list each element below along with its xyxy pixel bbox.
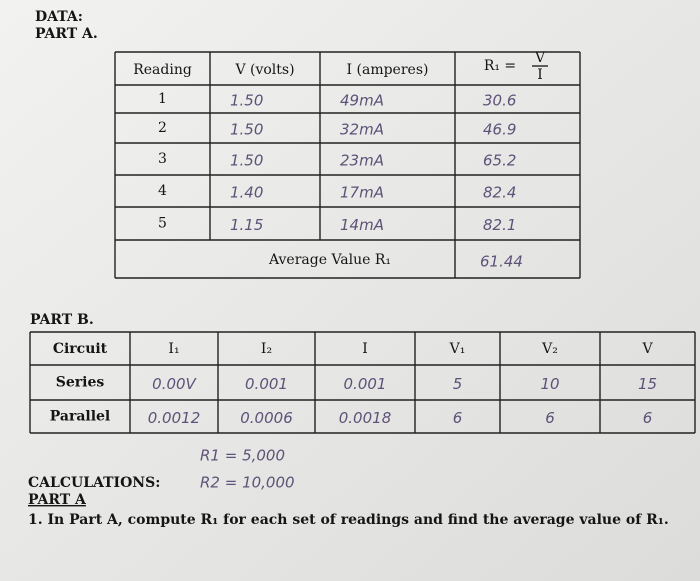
handwritten-value: 5 (453, 375, 463, 393)
handwritten-note: R1 = 5,000 (200, 447, 285, 465)
average-label: Average Value R₁ (268, 252, 391, 268)
handwritten-value: 6 (453, 409, 463, 427)
reading-number: 3 (158, 151, 167, 167)
handwritten-value: 23mA (340, 152, 384, 170)
handwritten-value: 0.001 (344, 375, 387, 393)
column-header: V (641, 341, 653, 357)
handwritten-value: 0.0018 (339, 409, 392, 427)
handwritten-value: 65.2 (483, 152, 516, 170)
column-header: Circuit (53, 341, 108, 357)
reading-number: 4 (158, 183, 167, 199)
handwritten-value: 1.15 (230, 216, 263, 234)
heading: PART A. (35, 26, 98, 42)
handwritten-value: 1.50 (230, 152, 263, 170)
handwritten-value: 0.001 (245, 375, 288, 393)
handwritten-value: 14mA (340, 216, 384, 234)
handwritten-value: 82.1 (483, 216, 516, 234)
handwritten-value: 1.40 (230, 184, 263, 202)
column-header: I (362, 341, 368, 357)
column-header: I₁ (168, 341, 179, 357)
handwritten-value: 1.50 (230, 121, 263, 139)
handwritten-value: 82.4 (483, 184, 516, 202)
column-header: I (amperes) (347, 62, 429, 78)
row-label: Series (56, 375, 105, 391)
handwritten-value: 6 (643, 409, 653, 427)
reading-number: 1 (158, 91, 167, 107)
column-header: Reading (133, 62, 192, 78)
column-header: V (volts) (234, 62, 294, 78)
column-header: V₁ (449, 341, 466, 357)
column-header: I (537, 67, 543, 83)
handwritten-value: 0.0006 (240, 409, 293, 427)
handwritten-value: 32mA (340, 121, 384, 139)
handwritten-value: 1.50 (230, 92, 263, 110)
handwritten-value: 0.00V (152, 375, 197, 393)
column-header: V (534, 50, 546, 66)
handwritten-value: 10 (540, 375, 559, 393)
heading: PART B. (30, 312, 94, 328)
handwritten-value: 30.6 (483, 92, 516, 110)
row-label: Parallel (50, 409, 111, 425)
heading: DATA: (35, 9, 83, 25)
column-header: I₂ (261, 341, 272, 357)
handwritten-value: 0.0012 (148, 409, 201, 427)
handwritten-value: 46.9 (483, 121, 516, 139)
column-header: R₁ = (484, 58, 516, 74)
handwritten-value: 15 (638, 375, 657, 393)
handwritten-note: R2 = 10,000 (200, 474, 295, 492)
question: 1. In Part A, compute R₁ for each set of… (28, 512, 669, 528)
handwritten-value: 6 (545, 409, 555, 427)
handwritten-value: 49mA (340, 92, 384, 110)
reading-number: 2 (158, 120, 167, 136)
handwritten-value: 61.44 (480, 253, 523, 271)
column-header: V₂ (541, 341, 558, 357)
reading-number: 5 (158, 216, 167, 232)
heading: CALCULATIONS: (28, 475, 160, 491)
heading: PART A (28, 492, 87, 508)
handwritten-value: 17mA (340, 184, 384, 202)
